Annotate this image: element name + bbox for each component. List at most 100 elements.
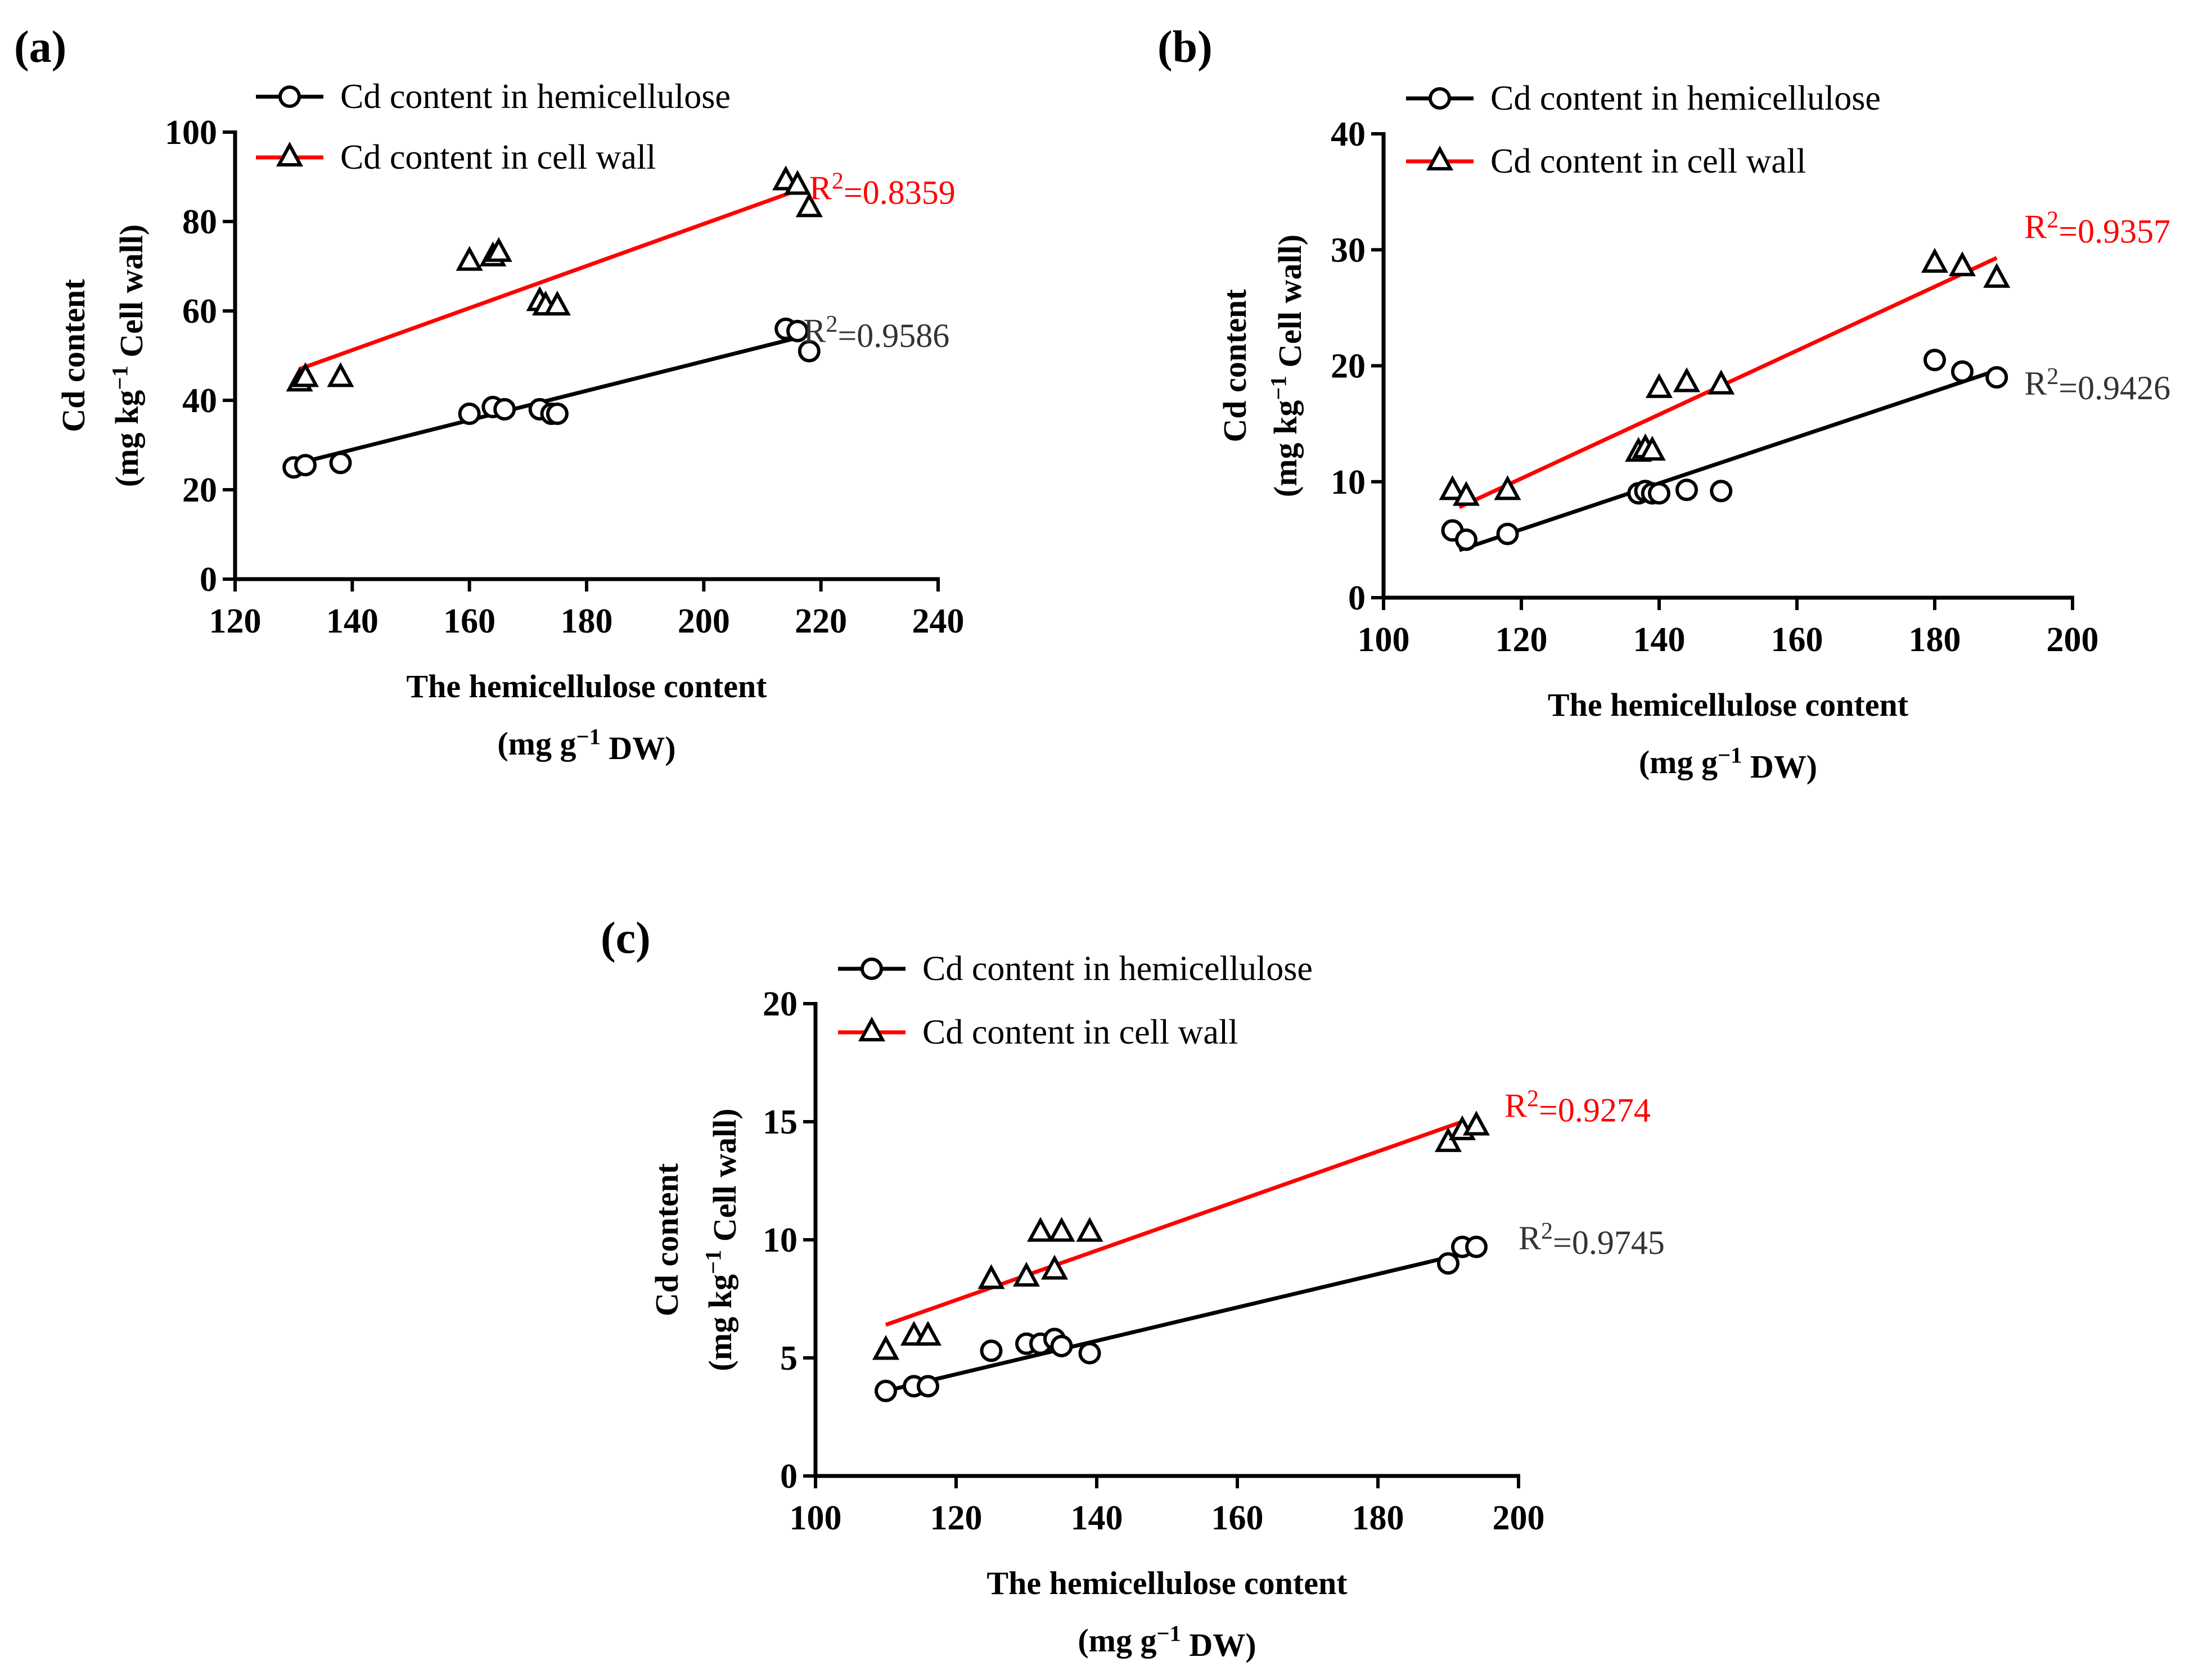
r2-label: R2=0.9274 xyxy=(1504,1086,1651,1129)
legend-entry: Cd content in hemicellulose xyxy=(256,78,731,116)
x-axis-unit-base: (mg g xyxy=(1078,1622,1156,1659)
series-hemicellulose: R2=0.9745 xyxy=(875,1218,1665,1402)
y-tick-label: 0 xyxy=(780,1457,798,1496)
series-hemicellulose: R2=0.9426 xyxy=(1441,349,2170,552)
series-cell-wall: R2 =0.9357 xyxy=(1439,207,2170,509)
r2-label-base: R xyxy=(809,169,832,206)
x-tick-label: 120 xyxy=(930,1499,983,1537)
x-tick-label: 160 xyxy=(443,602,495,640)
y-tick-label: 20 xyxy=(1331,347,1366,386)
r2-label-sup: 2 xyxy=(1541,1218,1553,1244)
x-tick-label: 180 xyxy=(1909,621,1961,659)
legend-entry: Cd content in cell wall xyxy=(1406,142,1806,180)
x-axis-unit: (mg g−1 DW) xyxy=(497,724,675,766)
y-axis-unit-sup: −1 xyxy=(701,1250,726,1274)
r2-label-tail: =0.9586 xyxy=(837,317,949,354)
r2-label-tail: =0.9274 xyxy=(1539,1092,1651,1129)
data-point-circle xyxy=(1078,1342,1101,1365)
x-tick-label: 220 xyxy=(795,602,847,640)
legend-entry: Cd content in hemicellulose xyxy=(1406,79,1881,118)
data-point-circle xyxy=(546,402,569,425)
data-point-triangle xyxy=(456,246,483,271)
data-point-triangle xyxy=(872,1335,900,1360)
x-axis-title: The hemicellulose content xyxy=(1548,687,1909,723)
r2-label-base: R xyxy=(803,313,826,350)
legend-marker xyxy=(1429,87,1451,110)
x-axis-unit-base: (mg g xyxy=(497,725,576,762)
data-point-triangle xyxy=(1462,1110,1490,1136)
x-tick-label: 120 xyxy=(1495,621,1548,659)
data-point-triangle xyxy=(1076,1217,1103,1242)
x-axis-unit-base: (mg g xyxy=(1639,744,1718,780)
x-axis-unit-tail: DW) xyxy=(1181,1627,1256,1663)
y-tick-label: 15 xyxy=(763,1103,798,1141)
legend-label: Cd content in hemicellulose xyxy=(340,78,731,116)
legend-label: Cd content in cell wall xyxy=(1490,142,1806,180)
y-axis-unit-tail: Cell wall) xyxy=(1272,234,1308,376)
x-tick-label: 100 xyxy=(1358,621,1410,659)
panel-label: (c) xyxy=(601,914,651,963)
data-point-triangle xyxy=(1673,367,1701,392)
y-axis-unit-base: (mg kg xyxy=(109,390,145,487)
series-cell-wall: R2=0.9274 xyxy=(872,1086,1651,1360)
x-tick-label: 200 xyxy=(1493,1499,1545,1537)
data-point-triangle xyxy=(1948,251,1976,277)
panel-label: (a) xyxy=(14,22,66,72)
y-axis-unit: (mg kg−1 Cell wall) xyxy=(1266,234,1308,497)
x-axis-unit: (mg g−1 DW) xyxy=(1639,743,1817,785)
data-point-circle xyxy=(875,1379,897,1402)
data-point-circle xyxy=(1465,1235,1488,1258)
fit-line xyxy=(299,336,798,465)
data-point-triangle xyxy=(485,237,512,262)
data-point-triangle xyxy=(1012,1262,1040,1287)
x-tick-label: 200 xyxy=(2047,621,2099,659)
data-point-triangle xyxy=(1645,373,1673,398)
r2-label-tail: =0.9745 xyxy=(1553,1224,1665,1261)
legend-marker xyxy=(858,1016,886,1042)
y-axis-title: Cd content xyxy=(1217,289,1253,443)
data-point-circle xyxy=(917,1375,939,1398)
data-point-circle xyxy=(1437,1252,1459,1275)
y-tick-label: 20 xyxy=(763,985,798,1023)
data-point-circle xyxy=(798,340,821,363)
y-tick-label: 20 xyxy=(182,471,217,509)
y-axis-unit-tail: Cell wall) xyxy=(706,1108,743,1249)
x-tick-label: 240 xyxy=(912,602,965,640)
y-tick-label: 80 xyxy=(182,203,217,241)
x-tick-label: 160 xyxy=(1771,621,1823,659)
y-tick-label: 10 xyxy=(763,1221,798,1259)
y-axis-unit-tail: Cell wall) xyxy=(113,224,150,365)
data-point-triangle xyxy=(543,290,571,316)
r2-label-tail: =0.9357 xyxy=(2058,213,2170,250)
data-point-triangle xyxy=(1434,1127,1462,1152)
r2-label-base: R xyxy=(2024,365,2047,402)
r2-label-sup: 2 xyxy=(2047,364,2058,390)
x-axis-unit-tail: DW) xyxy=(601,730,676,766)
fit-line xyxy=(885,1252,1463,1393)
data-point-triangle xyxy=(1921,247,1949,273)
data-point-triangle xyxy=(1494,475,1521,500)
r2-label-tail: =0.9426 xyxy=(2058,369,2170,407)
data-point-triangle xyxy=(1638,435,1666,461)
data-point-circle xyxy=(1648,482,1670,505)
x-axis-title: The hemicellulose content xyxy=(406,668,767,705)
r2-label: R2=0.9426 xyxy=(2024,364,2170,407)
legend-entry: Cd content in hemicellulose xyxy=(838,950,1313,988)
x-axis-unit-tail: DW) xyxy=(1742,748,1817,785)
y-tick-label: 5 xyxy=(780,1339,798,1378)
legend-entry: Cd content in cell wall xyxy=(838,1013,1238,1051)
y-tick-label: 60 xyxy=(182,292,217,331)
x-axis-unit-sup: −1 xyxy=(1718,743,1742,768)
data-point-triangle xyxy=(1048,1217,1075,1242)
legend-marker xyxy=(1426,145,1454,171)
data-point-triangle xyxy=(1452,481,1480,506)
r2-label-tail: =0.8359 xyxy=(844,174,956,211)
chart-panel-b: (b) 100 120 140 160 180 200 0 10 20 30 40 The hemice… xyxy=(1157,22,2170,785)
legend-label: Cd content in hemicellulose xyxy=(1490,79,1881,118)
data-point-triangle xyxy=(1026,1217,1055,1242)
data-point-circle xyxy=(786,319,809,342)
data-point-circle xyxy=(329,452,352,475)
x-tick-label: 180 xyxy=(1352,1499,1404,1537)
r2-label-sup: 2 xyxy=(1527,1086,1539,1112)
r2-label: R2=0.8359 xyxy=(809,168,956,211)
